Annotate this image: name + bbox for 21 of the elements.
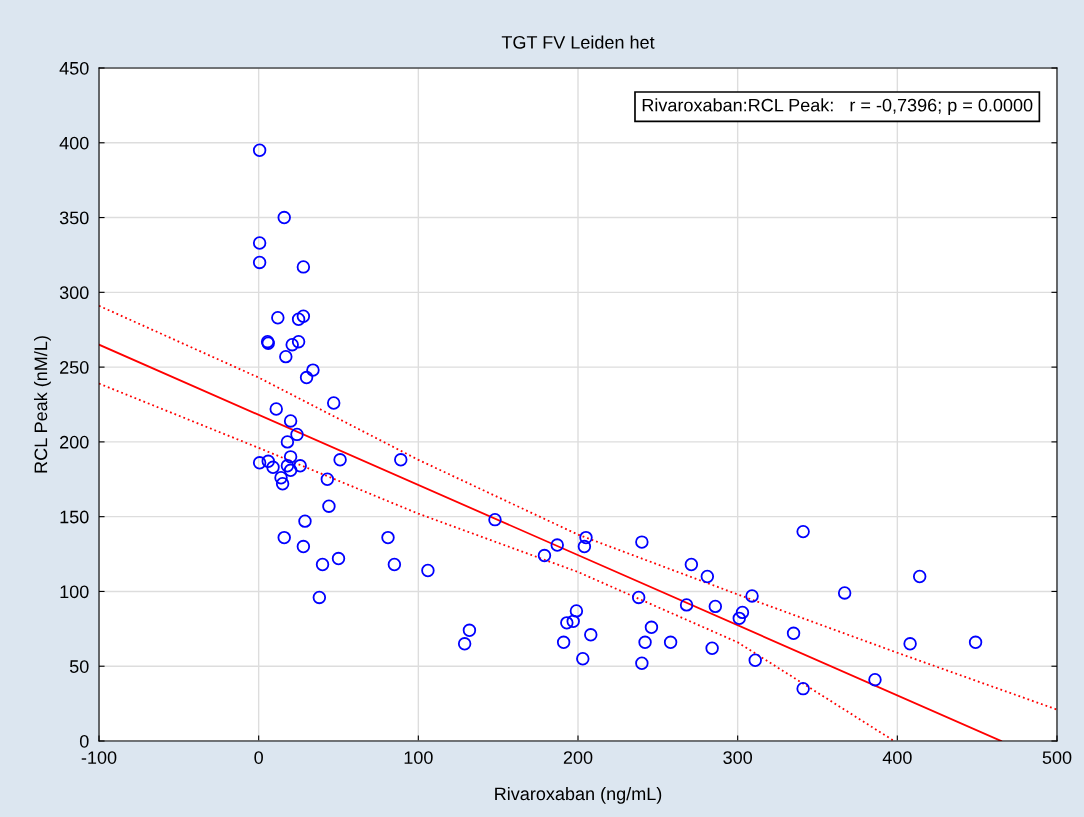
x-tick-label: 0 (254, 751, 263, 764)
x-tick-label: 200 (563, 751, 593, 764)
y-tick-label: 450 (59, 61, 89, 75)
x-tick-label: 300 (723, 751, 753, 764)
y-tick-label: 50 (69, 660, 89, 673)
y-axis-title: RCL Peak (nM/L) (33, 336, 51, 473)
y-tick-label: 400 (59, 136, 89, 150)
y-tick-label: 250 (60, 361, 89, 374)
chart-title: TGT FV Leiden het (501, 35, 655, 49)
x-axis-title: Rivaroxaban (ng/mL) (495, 787, 662, 804)
y-tick-label: 0 (79, 734, 89, 748)
x-tick-label: -100 (81, 751, 117, 764)
y-tick-label: 150 (60, 510, 89, 524)
y-tick-label: 200 (60, 435, 89, 449)
x-tick-label: 500 (1042, 751, 1072, 764)
y-tick-label: 300 (59, 286, 89, 300)
y-tick-label: 100 (60, 585, 89, 599)
y-tick-label: 350 (59, 211, 89, 225)
x-tick-label: 400 (882, 751, 912, 764)
annotation: Rivaroxaban:RCL Peak: r = -0,7396; p = 0.0000 (642, 98, 1033, 116)
x-tick-label: 100 (404, 751, 433, 764)
